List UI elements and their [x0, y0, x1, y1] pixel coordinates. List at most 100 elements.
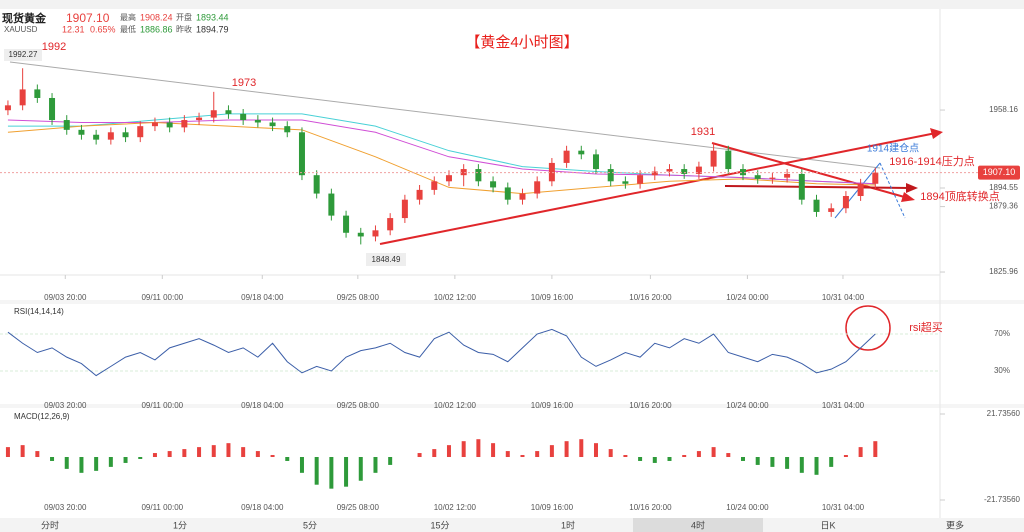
candle-body [93, 134, 100, 140]
macd-bar [358, 457, 363, 481]
candle-body [490, 181, 497, 188]
annotation: 1894顶底转换点 [920, 189, 999, 203]
arrow-head [906, 183, 918, 193]
macd-bar [255, 451, 260, 458]
annotation: 1973 [232, 77, 256, 89]
period-tab[interactable]: 分时 [41, 519, 59, 530]
macd-bar [873, 441, 878, 458]
open-label: 开盘 [176, 12, 192, 22]
x-tick-label: 09/03 20:00 [44, 401, 87, 410]
macd-bar [535, 451, 540, 458]
change: 12.31 [62, 24, 85, 34]
annotation: 1914建仓点 [867, 142, 919, 155]
candle-body [798, 173, 805, 200]
macd-bar [226, 443, 231, 458]
candle-body [343, 215, 350, 233]
price-tag [366, 253, 406, 266]
candle-body [107, 132, 114, 140]
x-tick-label: 10/24 00:00 [726, 401, 769, 410]
period-tab[interactable]: 4时 [691, 519, 705, 530]
top-strip [0, 0, 1024, 9]
candle-body [813, 199, 820, 212]
annotation: 1992.27 [9, 50, 38, 59]
candle-body [269, 122, 276, 127]
macd-bar [285, 457, 290, 461]
x-tick-label: 09/11 00:00 [141, 401, 183, 410]
x-tick-label: 09/25 08:00 [337, 401, 380, 410]
price-tag [4, 49, 42, 61]
macd-bar [108, 457, 113, 467]
low: 1886.86 [140, 24, 173, 34]
candle-body [431, 181, 438, 190]
candle-body [19, 89, 26, 106]
macd-bar [829, 457, 834, 467]
macd-bar [152, 453, 157, 458]
horizontal-line [724, 185, 911, 189]
annotation: 1848.49 [372, 255, 401, 264]
candle-body [681, 169, 688, 174]
candle-body [842, 196, 849, 209]
macd-bar [344, 457, 349, 487]
macd-bar [564, 441, 569, 458]
candle-body [196, 117, 203, 121]
x-tick-label: 10/24 00:00 [726, 503, 769, 512]
candle-body [695, 166, 702, 174]
annotation: 1916-1914压力点 [889, 155, 975, 168]
change-pct: 0.65% [90, 24, 116, 34]
macd-bar [549, 445, 554, 458]
instrument-name: 现货黄金 [2, 11, 47, 25]
macd-bar [814, 457, 819, 475]
macd-bar [388, 457, 393, 465]
x-tick-label: 09/25 08:00 [337, 503, 380, 512]
candle-body [49, 97, 56, 121]
projection-line [834, 162, 881, 219]
macd-bar [667, 457, 672, 461]
x-tick-label: 09/18 04:00 [241, 503, 284, 512]
period-tab[interactable]: 更多 [946, 519, 964, 530]
macd-bar [138, 457, 143, 459]
macd-bar [64, 457, 69, 469]
period-tab[interactable]: 日K [820, 520, 835, 530]
support-line [379, 132, 937, 245]
candle-body [828, 208, 835, 212]
macd-bar [770, 457, 775, 467]
macd-bar [755, 457, 760, 465]
x-tick-label: 09/03 20:00 [44, 503, 87, 512]
prev: 1894.79 [196, 24, 229, 34]
chart-title: 【黄金4小时图】 [465, 34, 578, 51]
arrow-head [930, 128, 943, 139]
candle-body [534, 181, 541, 194]
highlight-circle [845, 305, 891, 351]
x-tick-label: 10/31 04:00 [822, 503, 865, 512]
tab-bar [0, 518, 1024, 532]
period-tab[interactable]: 1分 [173, 520, 187, 530]
period-tab[interactable]: 1时 [561, 519, 575, 530]
macd-bar [843, 455, 848, 458]
macd-bar [461, 441, 466, 458]
x-tick-label: 09/18 04:00 [241, 401, 284, 410]
candle-body [872, 172, 879, 184]
period-tab[interactable]: 15分 [430, 520, 449, 530]
y-tick-label: 1894.55 [989, 183, 1018, 192]
rsi-level-label: 70% [994, 329, 1010, 338]
macd-bar [167, 451, 172, 458]
last-price-label: 1907.10 [983, 167, 1016, 177]
macd-bar [799, 457, 804, 473]
macd-bar [638, 457, 643, 461]
candle-body [254, 120, 261, 123]
macd-label: MACD(12,26,9) [14, 412, 70, 421]
macd-bar [696, 451, 701, 458]
annotation: 1931 [691, 126, 715, 138]
macd-bar [593, 443, 598, 458]
macd-bar [299, 457, 304, 473]
panel-divider [0, 404, 1024, 408]
macd-bar [432, 449, 437, 458]
macd-bar [726, 453, 731, 458]
candle-body [298, 132, 305, 176]
x-tick-label: 09/25 08:00 [337, 293, 380, 302]
period-tab[interactable]: 5分 [303, 520, 317, 530]
candle-body [240, 113, 247, 121]
annotation: rsi超买 [909, 320, 943, 334]
candle-body [122, 132, 129, 138]
macd-bar [35, 451, 40, 458]
